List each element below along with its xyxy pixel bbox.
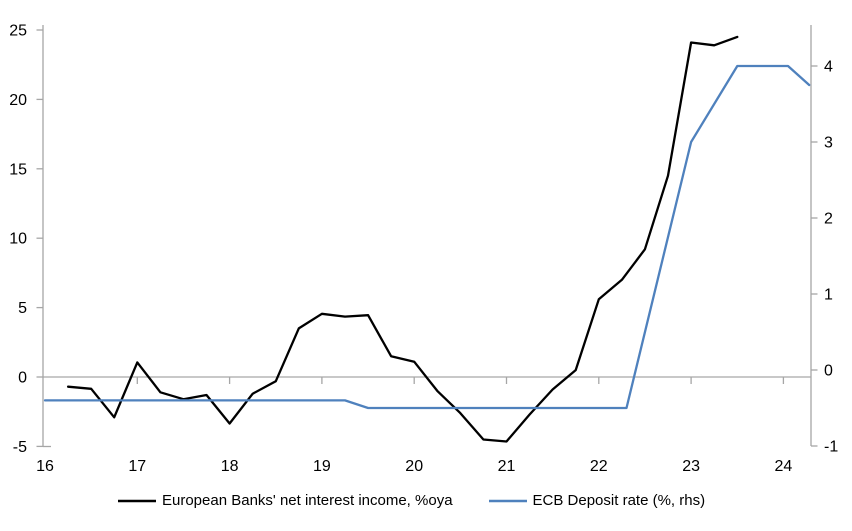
chart: 16 17 18 19 20 21 22 23 24 -5 0 5 10 15 20 25 -1 0 1 2 3 4: [9, 23, 838, 476]
svg-text:24: 24: [775, 458, 793, 475]
svg-text:4: 4: [824, 59, 833, 76]
svg-text:23: 23: [682, 458, 700, 475]
svg-text:22: 22: [590, 458, 608, 475]
ecb-line-swatch: [488, 499, 527, 502]
svg-text:25: 25: [9, 23, 27, 40]
legend-label-ecb: ECB Deposit rate (%, rhs): [532, 492, 706, 509]
svg-text:-5: -5: [13, 439, 27, 456]
legend-item-nii: European Banks' net interest income, %oy…: [118, 492, 453, 509]
svg-text:16: 16: [36, 458, 54, 475]
legend-item-ecb: ECB Deposit rate (%, rhs): [488, 492, 706, 509]
svg-text:3: 3: [824, 135, 833, 152]
nii-line-swatch: [118, 499, 156, 502]
svg-text:10: 10: [9, 231, 27, 248]
svg-text:5: 5: [18, 300, 27, 317]
svg-text:19: 19: [313, 458, 331, 475]
svg-text:0: 0: [18, 370, 27, 387]
legend: European Banks' net interest income, %oy…: [118, 492, 705, 509]
svg-text:17: 17: [128, 458, 146, 475]
svg-text:21: 21: [498, 458, 516, 475]
svg-text:2: 2: [824, 211, 833, 228]
svg-text:20: 20: [405, 458, 423, 475]
svg-text:18: 18: [221, 458, 239, 475]
svg-text:15: 15: [9, 161, 27, 178]
svg-text:0: 0: [824, 363, 833, 380]
svg-text:-1: -1: [824, 439, 838, 456]
svg-text:20: 20: [9, 92, 27, 109]
svg-text:1: 1: [824, 287, 833, 304]
legend-label-nii: European Banks' net interest income, %oy…: [162, 492, 453, 509]
